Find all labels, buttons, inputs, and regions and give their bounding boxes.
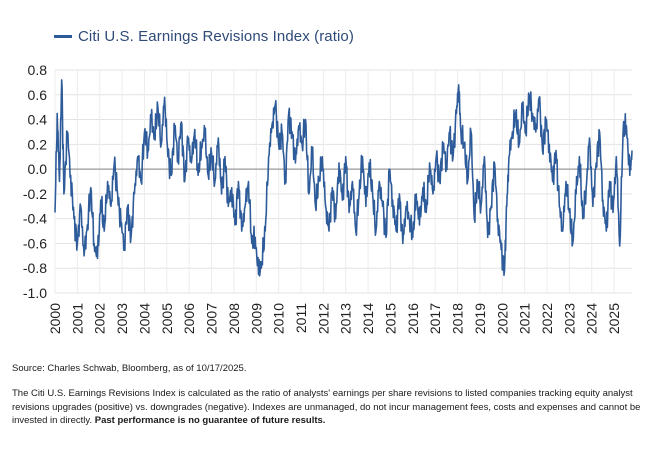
series-line	[54, 79, 633, 277]
x-tick-label: 2009	[248, 303, 264, 334]
source-note: Source: Charles Schwab, Bloomberg, as of…	[12, 363, 247, 374]
legend-label: Citi U.S. Earnings Revisions Index (rati…	[78, 28, 354, 45]
x-tick-label: 2015	[382, 303, 398, 334]
x-tick-label: 2012	[315, 303, 331, 334]
y-tick-label: -0.8	[23, 260, 47, 276]
y-tick-label: 0.6	[28, 87, 48, 103]
x-tick-label: 2018	[450, 303, 466, 334]
x-tick-label: 2005	[159, 303, 175, 334]
legend-swatch	[54, 35, 72, 38]
x-tick-label: 2007	[204, 303, 220, 334]
x-tick-label: 2008	[226, 303, 242, 334]
y-tick-label: 0.0	[28, 161, 48, 177]
x-tick-label: 2003	[114, 303, 130, 334]
x-tick-label: 2001	[69, 303, 85, 334]
x-tick-label: 2002	[92, 303, 108, 334]
x-tick-label: 2016	[405, 303, 421, 334]
footnote: The Citi U.S. Earnings Revisions Index i…	[12, 387, 648, 428]
x-tick-label: 2024	[584, 303, 600, 334]
x-tick-label: 2006	[181, 303, 197, 334]
x-tick-label: 2013	[338, 303, 354, 334]
y-tick-label: -1.0	[23, 285, 47, 301]
chart-legend: Citi U.S. Earnings Revisions Index (rati…	[54, 28, 354, 45]
chart-area: Citi U.S. Earnings Revisions Index (rati…	[23, 28, 633, 334]
footnote-description: The Citi U.S. Earnings Revisions Index i…	[12, 388, 641, 426]
x-tick-label: 2004	[136, 303, 152, 334]
x-tick-label: 2000	[47, 303, 63, 334]
y-tick-label: -0.4	[23, 211, 47, 227]
x-tick-label: 2017	[427, 303, 443, 334]
x-tick-label: 2022	[539, 303, 555, 334]
x-tick-label: 2011	[293, 303, 309, 333]
x-tick-label: 2023	[561, 303, 577, 334]
x-tick-label: 2010	[271, 303, 287, 334]
x-tick-label: 2025	[606, 303, 622, 334]
y-tick-label: 0.8	[28, 62, 48, 78]
x-tick-label: 2020	[494, 303, 510, 334]
y-tick-label: -0.2	[23, 186, 47, 202]
x-tick-label: 2021	[517, 303, 533, 334]
footnote-disclaimer: Past performance is no guarantee of futu…	[94, 415, 326, 426]
y-tick-label: 0.2	[28, 136, 48, 152]
x-tick-label: 2014	[360, 303, 376, 334]
y-tick-label: 0.4	[28, 112, 48, 128]
x-tick-label: 2019	[472, 303, 488, 334]
y-tick-label: -0.6	[23, 235, 47, 251]
